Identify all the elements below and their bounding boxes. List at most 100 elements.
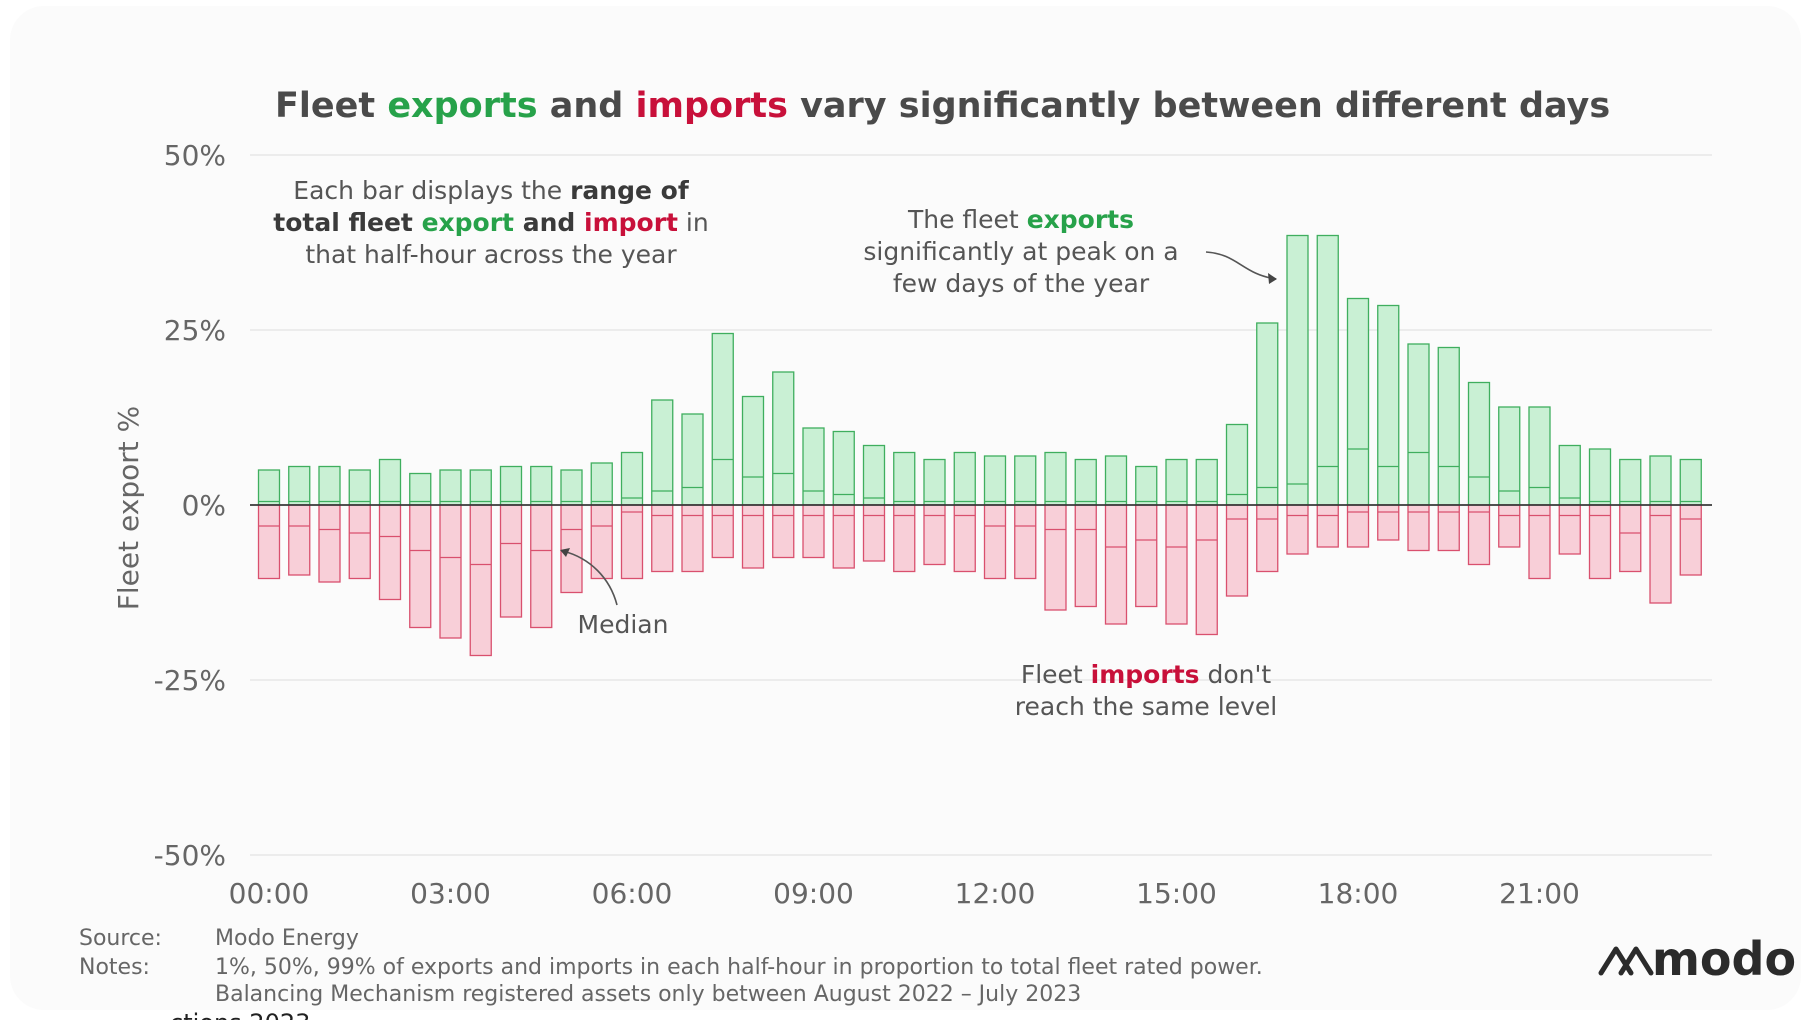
import-bar (1377, 504, 1400, 541)
export-bar (1558, 444, 1581, 506)
export-bar (560, 469, 583, 506)
export-bar (1407, 343, 1430, 506)
y-tick-label-1: 25% (164, 314, 226, 347)
annotation-segment: that half-hour across the year (305, 240, 677, 269)
x-tick-label-2: 06:00 (592, 877, 673, 910)
bars (250, 234, 1712, 657)
modo-logo-mark (1598, 946, 1654, 976)
export-bar (681, 413, 704, 506)
import-bar (802, 504, 825, 559)
y-tick-label-0: 50% (164, 139, 226, 172)
import-bar (1467, 504, 1491, 566)
chart-title-part-3: imports (636, 86, 788, 126)
export-bar (1467, 381, 1491, 506)
annotation-segment: significantly at peak on a (863, 237, 1178, 266)
export-bar (893, 451, 916, 506)
x-tick-label-4: 12:00 (955, 877, 1036, 910)
annotation-segment: reach the same level (1015, 692, 1277, 721)
export-bar (651, 399, 674, 506)
import-bar (1649, 504, 1672, 604)
chart-title-part-0: Fleet (275, 86, 387, 126)
chart-title: Fleet exports and imports vary significa… (275, 86, 1610, 126)
y-tick-label-4: -50% (154, 839, 226, 872)
export-bar (711, 332, 734, 506)
export-bar (1619, 458, 1642, 506)
annotation-1-line-0: The fleet exports (907, 205, 1134, 234)
import-bar (1619, 504, 1642, 573)
chart-title-part-1: exports (387, 86, 537, 126)
import-bar (439, 504, 462, 639)
import-bar (530, 504, 553, 629)
export-bar (1135, 465, 1158, 506)
import-bar (1346, 504, 1370, 548)
chart-title-part-2: and (538, 86, 636, 126)
import-bar (1074, 504, 1097, 608)
export-bar (741, 395, 765, 506)
import-bar (741, 504, 765, 569)
annotation-3-line-0: Fleet imports don't (1021, 660, 1272, 689)
annotation-segment: Fleet (1021, 660, 1091, 689)
chart-title-part-4: vary significantly between different day… (788, 86, 1610, 126)
export-bar (1165, 458, 1188, 506)
annotation-segment: The fleet (907, 205, 1027, 234)
annotation-3-line-1: reach the same level (1015, 692, 1277, 721)
clipped-text: ctions 2023 (170, 1009, 310, 1020)
import-bar (257, 504, 281, 580)
annotation-0-line-2: that half-hour across the year (305, 240, 677, 269)
footer: Source: Modo Energy Notes: 1%, 50%, 99% … (79, 926, 1263, 1020)
import-bar (1195, 504, 1218, 636)
annotation-segment: total fleet (273, 208, 421, 237)
export-bar (983, 455, 1007, 506)
export-bar (1316, 234, 1339, 506)
import-bar (1498, 504, 1521, 548)
export-bar (288, 465, 311, 506)
annotation-segment: imports (1091, 660, 1200, 689)
import-bar (711, 504, 734, 559)
annotations: Each bar displays the range of total flee… (273, 176, 1277, 721)
export-bar (1044, 451, 1067, 506)
export-bar (409, 472, 432, 506)
x-tick-label-0: 00:00 (229, 877, 310, 910)
export-bar (439, 469, 462, 506)
source-label: Source: (79, 926, 162, 951)
export-bar (1588, 448, 1612, 506)
import-bar (862, 504, 886, 562)
export-bar (1195, 458, 1218, 506)
export-bar (469, 469, 492, 506)
annotation-arrows (560, 251, 1277, 606)
annotation-segment: import (584, 208, 678, 237)
export-bar (1498, 406, 1521, 506)
annotation-segment: and (514, 208, 584, 237)
import-bar (288, 504, 311, 576)
import-bar (560, 504, 583, 594)
import-bar (1014, 504, 1037, 580)
y-axis-ticks: 50% 25% 0% -25% -50% (154, 139, 226, 872)
import-bar (318, 504, 341, 583)
export-bar (1437, 346, 1460, 506)
annotation-0-line-0: Each bar displays the range of (293, 176, 690, 205)
export-bar (620, 451, 644, 506)
annotation-1-line-2: few days of the year (893, 269, 1150, 298)
import-bar (409, 504, 432, 629)
y-axis-label: Fleet export % (112, 406, 145, 610)
annotation-segment: range of (570, 176, 690, 205)
export-bar (1074, 458, 1097, 506)
import-bar (1286, 504, 1309, 555)
export-bar (953, 451, 976, 506)
y-tick-label-3: -25% (154, 664, 226, 697)
modo-logo-text: modo (1652, 932, 1796, 986)
annotation-segment: don't (1200, 660, 1272, 689)
export-bar (378, 458, 402, 506)
export-bar (772, 371, 795, 506)
export-bar (318, 465, 341, 506)
export-bar (499, 465, 523, 506)
x-axis-ticks: 00:00 03:00 06:00 09:00 12:00 15:00 18:00 21:00 (229, 877, 1580, 910)
export-bar (1377, 304, 1400, 506)
annotation-segment: Median (578, 610, 669, 639)
notes-line-1: 1%, 50%, 99% of exports and imports in e… (215, 955, 1263, 980)
y-tick-label-2: 0% (182, 489, 226, 522)
export-bar (1528, 406, 1551, 506)
import-bar (1104, 504, 1128, 625)
export-bar (257, 469, 281, 506)
